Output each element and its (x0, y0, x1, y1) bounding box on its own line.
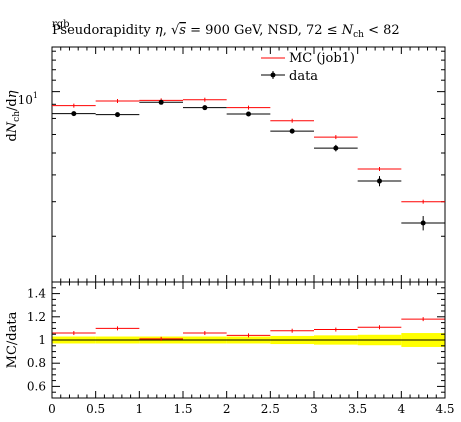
ratio-y-tick-label: 1 (38, 333, 46, 347)
data-point (71, 111, 77, 117)
x-tick-label: 0.5 (86, 402, 105, 416)
legend-data-label: data (289, 69, 318, 84)
main-y-ticks (52, 50, 445, 237)
ratio-series (52, 317, 445, 341)
data-point (420, 220, 426, 226)
ratio-ticks: 0.6 0.8 1 1.2 1.4 (27, 281, 446, 399)
main-series (52, 97, 445, 231)
legend: MC (job1) data (261, 51, 355, 84)
data-point (202, 105, 208, 111)
data-point (115, 112, 120, 118)
x-tick-label: 1.5 (173, 402, 192, 416)
data-point (289, 128, 295, 134)
data-point (158, 99, 164, 105)
x-tick-label: 3.5 (348, 402, 367, 416)
x-tick-label: 2.5 (261, 402, 280, 416)
x-tick-label: 4.5 (435, 402, 454, 416)
main-ylabel: dNch/dη (5, 90, 22, 141)
x-tick-label: 2 (223, 402, 231, 416)
data-point (246, 111, 251, 117)
x-tick-label: 4 (398, 402, 406, 416)
ratio-y-tick-label: 0.8 (27, 356, 46, 370)
chart-title: Pseudorapidity η, √s = 900 GeV, NSD, 72 … (52, 23, 400, 40)
x-tick-label: 3 (310, 402, 318, 416)
ratio-y-tick-label: 0.6 (27, 379, 46, 393)
x-tick-label: 1 (136, 402, 144, 416)
x-tick-label: 0 (48, 402, 56, 416)
legend-mc-label: MC (job1) (289, 51, 355, 66)
data-point (333, 145, 339, 151)
legend-data-marker (270, 72, 276, 78)
main-panel-frame (51, 46, 446, 283)
x-tick-labels: 0 0.5 1 1.5 2 2.5 3 3.5 4 4.5 (48, 402, 454, 416)
ratio-ylabel: MC/data (5, 311, 20, 368)
main-ytick-label: 101 (18, 91, 38, 107)
ratio-y-tick-label: 1.4 (27, 287, 46, 301)
ratio-y-tick-label: 1.2 (27, 310, 46, 324)
main-x-ticks (51, 47, 446, 282)
corner-label: rgb (52, 19, 70, 30)
data-point (377, 178, 382, 184)
